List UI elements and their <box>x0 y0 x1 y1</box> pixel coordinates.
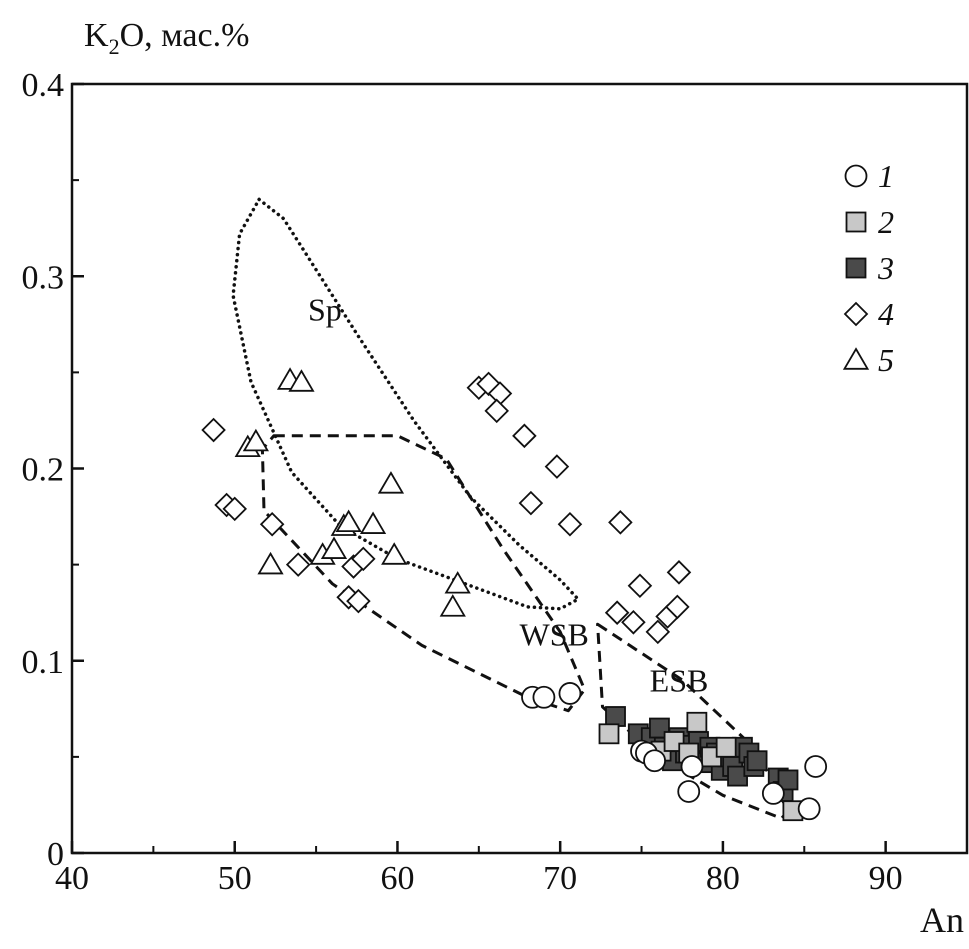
x-tick-label: 60 <box>380 860 414 897</box>
series-4-point <box>351 546 376 572</box>
series-4-point <box>645 619 671 645</box>
legend-label-3: 3 <box>877 250 894 286</box>
series-5-point <box>359 511 387 534</box>
series-2-point <box>715 736 737 758</box>
x-tick-label: 90 <box>869 860 903 897</box>
series-5-point <box>288 369 315 392</box>
field-wsb-label: WSB <box>520 616 589 652</box>
series-5-point <box>242 428 269 452</box>
series-2-point <box>598 723 620 745</box>
field-sp-label: Sp <box>308 291 342 327</box>
series-5-point <box>377 471 405 494</box>
series-1-point <box>804 755 828 778</box>
series-4-point <box>666 560 692 585</box>
series-3-point <box>746 750 768 772</box>
field-esb-label: ESB <box>650 663 709 699</box>
legend-marker-5 <box>842 347 870 370</box>
data-points <box>201 367 828 822</box>
legend-marker-4 <box>843 301 869 327</box>
series-3-point <box>777 769 799 791</box>
series-1-point <box>532 685 556 709</box>
legend-label-2: 2 <box>878 204 894 240</box>
x-tick-label: 70 <box>543 860 577 897</box>
series-4-point <box>627 573 653 599</box>
field-outlines: Sp WSB ESB <box>231 197 790 820</box>
field-wsb-outline <box>260 434 587 713</box>
series-4-point <box>604 600 630 625</box>
series-4-point <box>346 588 371 614</box>
series-1-point <box>643 749 666 773</box>
series-1-point <box>761 782 785 805</box>
axis-ticks: 40 50 60 70 80 90 0 0.1 0.2 0.3 0.4 <box>22 67 903 897</box>
y-tick-label: 0 <box>47 836 64 873</box>
series-4-point <box>544 454 570 479</box>
legend-label-5: 5 <box>878 342 894 378</box>
y-tick-label: 0.3 <box>22 259 65 296</box>
series-5-point <box>335 509 362 533</box>
series-5-point <box>320 536 348 559</box>
legend-label-1: 1 <box>878 158 894 194</box>
series-1-point <box>677 780 701 803</box>
x-axis-label: An <box>920 900 964 940</box>
legend-label-4: 4 <box>878 296 894 332</box>
series-2-point <box>686 711 708 733</box>
series-4-point <box>285 552 311 577</box>
series-4-point <box>621 610 646 635</box>
x-tick-label: 80 <box>706 860 740 897</box>
series-5-point <box>439 594 466 617</box>
x-tick-label: 40 <box>55 860 89 897</box>
series-4-point <box>484 398 509 424</box>
series-4-point <box>201 417 226 443</box>
y-tick-label: 0.2 <box>22 452 65 489</box>
legend-marker-1 <box>844 164 868 188</box>
legend: 1 2 3 4 5 <box>842 158 894 378</box>
x-tick-label: 50 <box>218 860 252 897</box>
series-1-point <box>680 755 704 778</box>
field-sp-outline <box>231 197 580 611</box>
y-tick-label: 0.1 <box>22 644 65 681</box>
y-axis-label: K2O, мас.% <box>84 17 249 59</box>
series-3-point <box>605 706 626 727</box>
series-4-point <box>259 511 285 537</box>
plot-frame <box>70 82 969 855</box>
legend-marker-3 <box>845 257 867 279</box>
series-4-point <box>557 511 583 537</box>
series-4-point <box>608 510 633 535</box>
series-5-point <box>257 551 284 575</box>
series-4-point <box>512 423 537 449</box>
y-tick-label: 0.4 <box>22 67 65 104</box>
series-4-point <box>222 496 248 522</box>
series-5-point <box>444 571 471 594</box>
series-4-point <box>665 594 690 620</box>
series-1-point <box>558 682 582 705</box>
series-5-point <box>381 542 408 565</box>
legend-marker-2 <box>845 211 867 233</box>
series-1-point <box>797 797 821 821</box>
series-4-point <box>518 490 544 516</box>
